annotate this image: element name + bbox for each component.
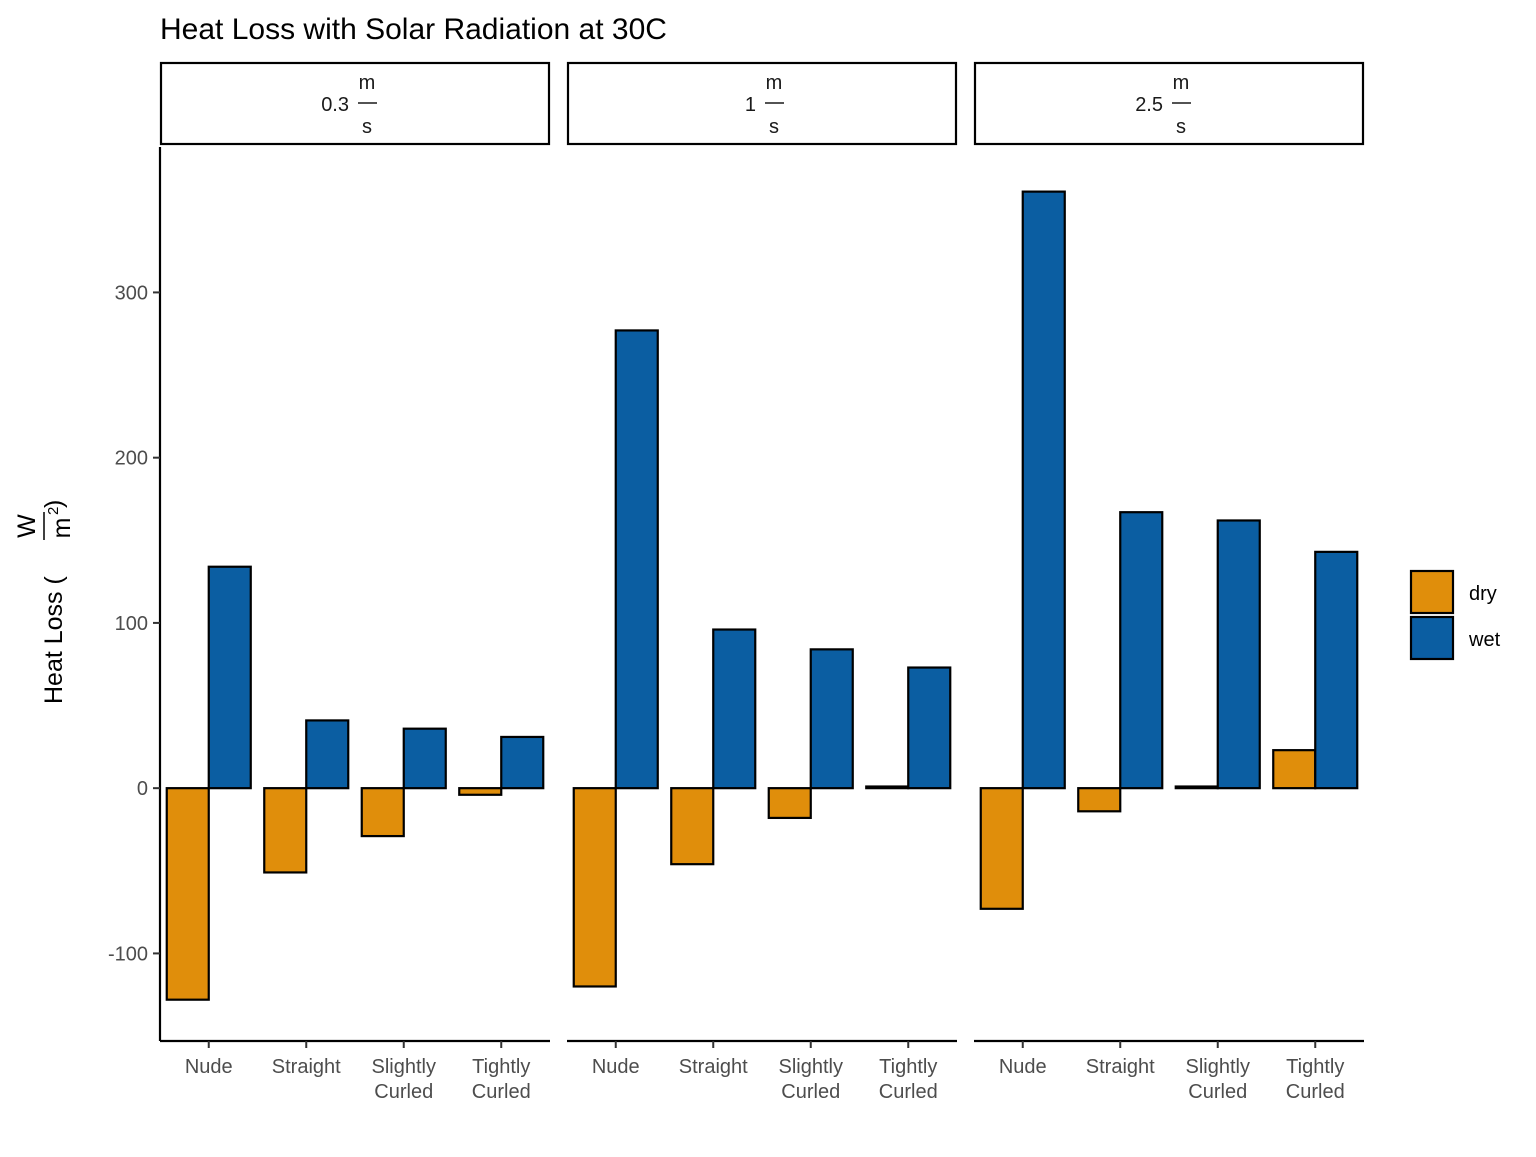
- facet-strip-value: 1: [745, 94, 756, 116]
- bar-wet-slightly: [809, 648, 854, 790]
- facet-strip: [973, 61, 1365, 146]
- legend-key-dry: [1409, 569, 1455, 615]
- facet-panel: 2.5 ms Nude Straight Slightly Curled Tightly Cu…: [973, 61, 1365, 1103]
- legend-label-wet: wet: [1468, 629, 1501, 651]
- y-tick-label: 300: [115, 282, 148, 304]
- x-tick-label-line2: Curled: [472, 1081, 531, 1103]
- y-axis-label-suffix: ): [40, 500, 68, 508]
- bar-wet-slightly: [402, 727, 447, 790]
- facet-strip-denominator: s: [1176, 116, 1186, 138]
- bar-dry-straight: [670, 787, 715, 866]
- y-tick-label: -100: [108, 943, 148, 965]
- bar-wet-straight: [305, 719, 350, 790]
- y-axis-label-exponent: 2: [45, 507, 62, 515]
- facet-strip-value: 2.5: [1135, 94, 1163, 116]
- bar-wet-slightly: [1216, 519, 1261, 790]
- y-axis-label-prefix: Heat Loss (: [40, 575, 68, 704]
- x-tick-label: Tightly: [879, 1056, 937, 1078]
- x-tick-label: Nude: [999, 1056, 1047, 1078]
- bar-dry-straight: [1077, 787, 1122, 813]
- facet-strip-denominator: s: [362, 116, 372, 138]
- bar-wet-tightly: [907, 666, 952, 790]
- x-tick-label: Nude: [592, 1056, 640, 1078]
- facet-strip-numerator: m: [1173, 72, 1190, 94]
- x-tick-label-line2: Curled: [879, 1081, 938, 1103]
- y-tick-label: 100: [115, 613, 148, 635]
- bar-dry-straight: [263, 787, 308, 874]
- facet-panel: 1ms Nude Straight Slightly Curled Tightly Curl…: [566, 61, 958, 1103]
- facet-strip-numerator: m: [359, 72, 376, 94]
- bar-wet-straight: [1119, 511, 1164, 790]
- facet-strip: [159, 61, 551, 146]
- x-tick-label-line2: Curled: [781, 1081, 840, 1103]
- x-tick-label: Slightly: [779, 1056, 843, 1078]
- bar-wet-tightly: [1314, 550, 1359, 790]
- bar-dry-slightly: [767, 787, 812, 820]
- x-tick-label: Tightly: [1286, 1056, 1344, 1078]
- x-tick-label: Straight: [1086, 1056, 1155, 1078]
- facet-strip-numerator: m: [766, 72, 783, 94]
- bar-dry-slightly: [360, 787, 405, 838]
- x-tick-label-line2: Curled: [1286, 1081, 1345, 1103]
- y-tick-label: 200: [115, 448, 148, 470]
- y-tick-label: 0: [137, 778, 148, 800]
- bar-wet-straight: [712, 628, 757, 790]
- bar-dry-nude: [979, 787, 1024, 910]
- x-tick-label: Straight: [679, 1056, 748, 1078]
- y-axis-label: Heat Loss ( W m 2 ): [13, 500, 76, 704]
- facet-strip: [566, 61, 958, 146]
- x-tick-label-line2: Curled: [374, 1081, 433, 1103]
- x-tick-label: Nude: [185, 1056, 233, 1078]
- y-axis: 300 200 100 0 -100: [108, 147, 162, 1041]
- chart-title: Heat Loss with Solar Radiation at 30C: [160, 13, 667, 46]
- y-axis-label-numerator: W: [13, 514, 41, 538]
- x-tick-label: Tightly: [472, 1056, 530, 1078]
- facet-panel: 0.3 ms Nude Straight Slightly Curled Tightly Cu…: [159, 61, 551, 1103]
- x-tick-label: Slightly: [1186, 1056, 1250, 1078]
- bar-wet-nude: [1021, 190, 1066, 790]
- bar-dry-tightly: [458, 787, 503, 796]
- x-tick-label: Slightly: [372, 1056, 436, 1078]
- x-tick-label-line2: Curled: [1188, 1081, 1247, 1103]
- bar-dry-tightly: [1272, 749, 1317, 790]
- legend: dry wet: [1409, 569, 1501, 661]
- bar-dry-slightly: [1174, 785, 1219, 790]
- facet-strip-denominator: s: [769, 116, 779, 138]
- x-tick-label: Straight: [272, 1056, 341, 1078]
- bar-wet-nude: [614, 329, 659, 790]
- facet-strip-value: 0.3: [321, 94, 349, 116]
- bar-dry-tightly: [865, 785, 910, 790]
- legend-label-dry: dry: [1469, 583, 1497, 605]
- bar-wet-nude: [207, 565, 252, 790]
- bar-dry-nude: [165, 787, 210, 1001]
- bar-dry-nude: [572, 787, 617, 988]
- legend-key-wet: [1409, 615, 1455, 661]
- y-axis-label-denominator: m: [48, 518, 76, 539]
- bar-wet-tightly: [500, 735, 545, 790]
